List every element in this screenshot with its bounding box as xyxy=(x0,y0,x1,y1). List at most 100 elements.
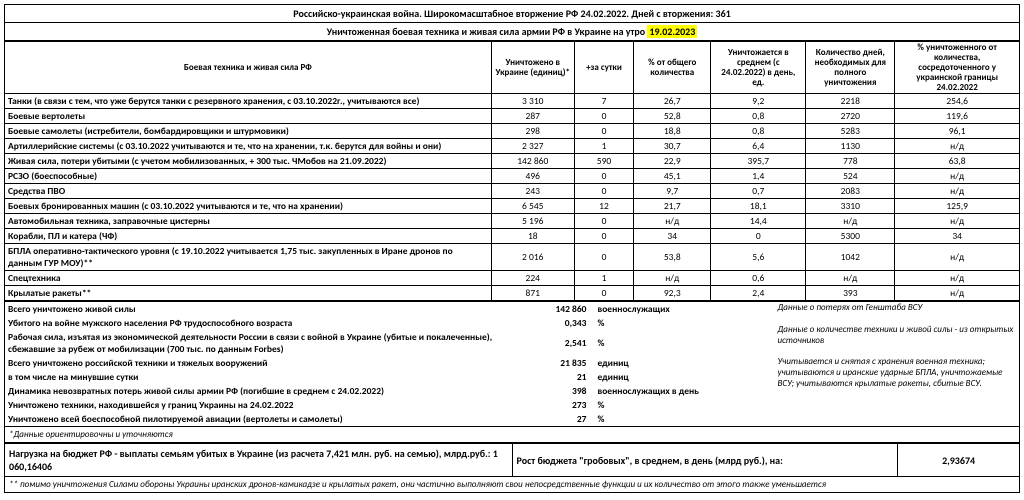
row-days: 5283 xyxy=(806,124,895,139)
row-daily: 0 xyxy=(574,184,633,199)
table-row: Живая сила, потери убитыми (с учетом моб… xyxy=(5,154,1020,169)
row-pct: н/д xyxy=(634,214,711,229)
row-destroyed: 243 xyxy=(491,184,574,199)
row-destroyed: 5 196 xyxy=(491,214,574,229)
summary-row: Всего уничтожено российской техники и тя… xyxy=(5,356,1020,370)
row-avg: 1,4 xyxy=(711,169,806,184)
row-destroyed: 18 xyxy=(491,229,574,244)
header-line-2: Уничтоженная боевая техника и живая сила… xyxy=(4,22,1020,41)
row-destroyed: 3 310 xyxy=(491,94,574,109)
table-row: Автомобильная техника, заправочные цисте… xyxy=(5,214,1020,229)
row-destroyed: 142 860 xyxy=(491,154,574,169)
row-label: Боевых бронированных машин (с 03.10.2022… xyxy=(5,199,492,214)
table-row: БПЛА оперативно-тактического уровня (с 1… xyxy=(5,244,1020,271)
col-header-avg: Уничтожается в среднем (с 24.02.2022) в … xyxy=(711,42,806,94)
row-label: Крылатые ракеты** xyxy=(5,286,492,301)
summary-unit: % xyxy=(595,316,775,330)
row-daily: 1 xyxy=(574,139,633,154)
row-pct: 18,8 xyxy=(634,124,711,139)
main-table: Боевая техника и живая сила РФ Уничтожен… xyxy=(4,41,1020,301)
row-pct: 9,7 xyxy=(634,184,711,199)
col-header-label: Боевая техника и живая сила РФ xyxy=(5,42,492,94)
summary-label: в том числе на минувшие сутки xyxy=(5,370,525,384)
summary-unit: % xyxy=(595,398,775,412)
row-label: Автомобильная техника, заправочные цисте… xyxy=(5,214,492,229)
row-days: 2218 xyxy=(806,94,895,109)
row-days: 5300 xyxy=(806,229,895,244)
footnote-2: ** помимо уничтожения Силами обороны Укр… xyxy=(4,477,1020,493)
row-destroyed: 496 xyxy=(491,169,574,184)
row-avg: 6,4 xyxy=(711,139,806,154)
summary-val: 2,541 xyxy=(525,330,595,356)
row-pct2: 34 xyxy=(895,229,1020,244)
row-daily: 0 xyxy=(574,109,633,124)
table-row: Боевых бронированных машин (с 03.10.2022… xyxy=(5,199,1020,214)
row-pct2: 63,8 xyxy=(895,154,1020,169)
row-label: Спецтехника xyxy=(5,271,492,286)
table-row: Корабли, ПЛ и катера (ЧФ)180340530034 xyxy=(5,229,1020,244)
row-days: н/д xyxy=(806,214,895,229)
summary-label: Уничтожено всей боеспособной пилотируемо… xyxy=(5,412,525,427)
row-pct2: 119,6 xyxy=(895,109,1020,124)
row-avg: 0,6 xyxy=(711,271,806,286)
summary-val: 273 xyxy=(525,398,595,412)
side-note-2: Учитывается и снятая с хранения военная … xyxy=(775,356,1020,427)
row-daily: 0 xyxy=(574,214,633,229)
row-label: Боевые самолеты (истребители, бомбардиро… xyxy=(5,124,492,139)
row-days: 2720 xyxy=(806,109,895,124)
summary-unit: единиц xyxy=(595,356,775,370)
summary-unit: военнослужащих xyxy=(595,302,775,317)
row-days: 1042 xyxy=(806,244,895,271)
row-pct2: н/д xyxy=(895,244,1020,271)
row-avg: 14,4 xyxy=(711,214,806,229)
summary-label: Убитого на войне мужского населения РФ т… xyxy=(5,316,525,330)
table-row: Артиллерийские системы (с 03.10.2022 учи… xyxy=(5,139,1020,154)
header-line-1: Российско-украинская война. Широкомасшта… xyxy=(4,4,1020,22)
row-avg: 9,2 xyxy=(711,94,806,109)
row-pct: 26,7 xyxy=(634,94,711,109)
row-pct: 21,7 xyxy=(634,199,711,214)
summary-label: Всего уничтожено российской техники и тя… xyxy=(5,356,525,370)
row-days: 2083 xyxy=(806,184,895,199)
table-row: Танки (в связи с тем, что уже берутся та… xyxy=(5,94,1020,109)
summary-unit: % xyxy=(595,330,775,356)
row-avg: 0,7 xyxy=(711,184,806,199)
table-row: Боевые вертолеты287052,80,82720119,6 xyxy=(5,109,1020,124)
row-days: 393 xyxy=(806,286,895,301)
summary-label: Всего уничтожено живой силы xyxy=(5,302,525,317)
budget-right-val: 2,93674 xyxy=(898,444,1020,477)
summary-label: Рабочая сила, изъятая из экономической д… xyxy=(5,330,525,356)
summary-val: 21 835 xyxy=(525,356,595,370)
row-daily: 0 xyxy=(574,124,633,139)
table-row: Спецтехника2241н/д0,6н/дн/д xyxy=(5,271,1020,286)
summary-val: 0,343 xyxy=(525,316,595,330)
row-avg: 0 xyxy=(711,229,806,244)
budget-row: Нагрузка на бюджет РФ - выплаты семьям у… xyxy=(4,443,1020,477)
summary-val: 21 xyxy=(525,370,595,384)
row-pct2: н/д xyxy=(895,271,1020,286)
row-destroyed: 224 xyxy=(491,271,574,286)
row-label: Артиллерийские системы (с 03.10.2022 учи… xyxy=(5,139,492,154)
row-daily: 7 xyxy=(574,94,633,109)
row-pct: 34 xyxy=(634,229,711,244)
row-avg: 18,1 xyxy=(711,199,806,214)
summary-table: Всего уничтожено живой силы142 860военно… xyxy=(4,301,1020,427)
row-label: БПЛА оперативно-тактического уровня (с 1… xyxy=(5,244,492,271)
summary-unit: % xyxy=(595,412,775,427)
row-pct: 45,1 xyxy=(634,169,711,184)
row-pct: 22,9 xyxy=(634,154,711,169)
row-label: Танки (в связи с тем, что уже берутся та… xyxy=(5,94,492,109)
row-daily: 0 xyxy=(574,244,633,271)
table-row: Средства ПВО24309,70,72083н/д xyxy=(5,184,1020,199)
col-header-days: Количество дней, необходимых для полного… xyxy=(806,42,895,94)
row-label: Живая сила, потери убитыми (с учетом моб… xyxy=(5,154,492,169)
summary-val: 398 xyxy=(525,384,595,398)
row-daily: 0 xyxy=(574,169,633,184)
row-label: Средства ПВО xyxy=(5,184,492,199)
col-header-pct: % от общего количества xyxy=(634,42,711,94)
summary-label: Уничтожено техники, находившейся у грани… xyxy=(5,398,525,412)
row-daily: 12 xyxy=(574,199,633,214)
row-pct2: 254,6 xyxy=(895,94,1020,109)
row-avg: 0,8 xyxy=(711,109,806,124)
footnote-1: *Данные ориентировочны и уточняются xyxy=(4,427,1020,443)
